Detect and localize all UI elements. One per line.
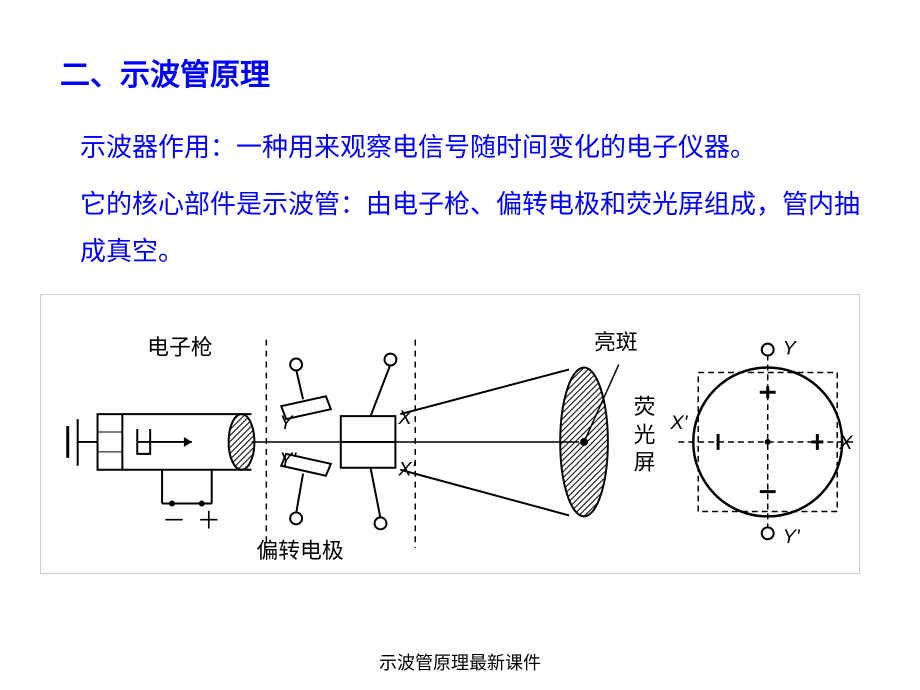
- label-minus: －: [162, 508, 186, 535]
- label-screen-2: 光: [634, 422, 656, 447]
- label-y: Y: [279, 412, 294, 434]
- diagram-container: 电子枪 偏转电极 亮斑 荧 光 屏 Y Y' X X' Y Y' X' X － …: [0, 294, 920, 579]
- label-y-prime: Y': [279, 449, 297, 471]
- label-x-right: X: [838, 432, 853, 454]
- paragraph-1: 示波器作用：一种用来观察电信号随时间变化的电子仪器。: [80, 124, 860, 171]
- label-plus: ＋: [197, 508, 221, 535]
- footer-text: 示波管原理最新课件: [0, 649, 920, 675]
- section-title: 二、示波管原理: [60, 50, 860, 94]
- label-screen-1: 荧: [634, 395, 656, 420]
- label-deflection-plates: 偏转电极: [256, 538, 343, 563]
- label-y-top: Y: [783, 338, 798, 360]
- label-x: X: [397, 407, 412, 429]
- label-x-prime: X': [397, 459, 416, 481]
- label-x-left: X': [669, 412, 688, 434]
- label-electron-gun: 电子枪: [147, 335, 213, 360]
- label-screen-3: 屏: [634, 450, 656, 475]
- label-bright-spot: 亮斑: [594, 330, 638, 355]
- oscilloscope-tube-diagram: 电子枪 偏转电极 亮斑 荧 光 屏 Y Y' X X' Y Y' X' X － …: [40, 294, 860, 574]
- paragraph-2: 它的核心部件是示波管：由电子枪、偏转电极和荧光屏组成，管内抽成真空。: [80, 181, 860, 275]
- label-y-bottom: Y': [783, 527, 801, 549]
